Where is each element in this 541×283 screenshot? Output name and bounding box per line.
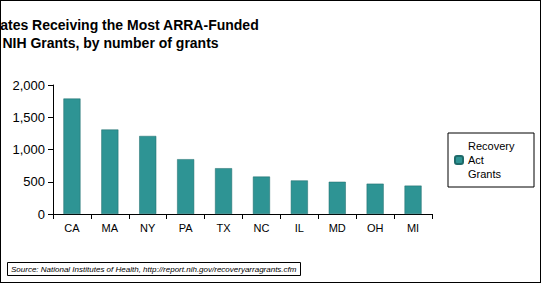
- svg-text:Grants: Grants: [468, 168, 502, 180]
- svg-text:Act: Act: [468, 154, 487, 166]
- svg-text:Recovery: Recovery: [468, 140, 518, 152]
- svg-text:NY: NY: [140, 222, 156, 234]
- svg-text:1,000: 1,000: [12, 142, 45, 157]
- svg-text:MI: MI: [407, 222, 419, 234]
- svg-text:Ten States Receiving the Most: Ten States Receiving the Most ARRA-Funde…: [1, 17, 263, 33]
- svg-text:CA: CA: [64, 222, 80, 234]
- svg-text:0: 0: [38, 207, 45, 222]
- svg-text:Source: National Institutes of: Source: National Institutes of Health, h…: [11, 265, 297, 274]
- svg-text:1,500: 1,500: [12, 110, 45, 125]
- svg-text:NIH Grants, by number of grant: NIH Grants, by number of grants: [2, 35, 218, 51]
- svg-text:2,000: 2,000: [12, 78, 45, 93]
- svg-text:OH: OH: [367, 222, 384, 234]
- svg-text:NC: NC: [254, 222, 270, 234]
- svg-text:TX: TX: [217, 222, 232, 234]
- svg-text:IL: IL: [295, 222, 304, 234]
- svg-text:MA: MA: [102, 222, 119, 234]
- svg-text:PA: PA: [179, 222, 194, 234]
- svg-text:MD: MD: [329, 222, 346, 234]
- svg-text:500: 500: [23, 174, 45, 189]
